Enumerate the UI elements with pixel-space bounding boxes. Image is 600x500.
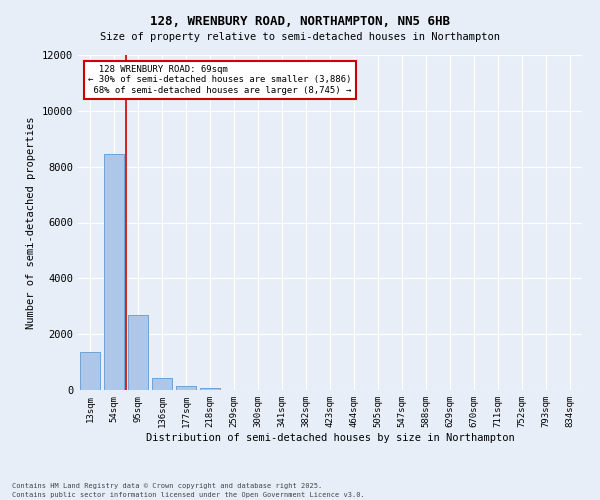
X-axis label: Distribution of semi-detached houses by size in Northampton: Distribution of semi-detached houses by … [146,432,514,442]
Bar [176,386,196,390]
Text: Size of property relative to semi-detached houses in Northampton: Size of property relative to semi-detach… [100,32,500,42]
Text: Contains public sector information licensed under the Open Government Licence v3: Contains public sector information licen… [12,492,365,498]
Text: 128, WRENBURY ROAD, NORTHAMPTON, NN5 6HB: 128, WRENBURY ROAD, NORTHAMPTON, NN5 6HB [150,15,450,28]
Text: Contains HM Land Registry data © Crown copyright and database right 2025.: Contains HM Land Registry data © Crown c… [12,483,322,489]
Bar [104,154,124,390]
Text: 128 WRENBURY ROAD: 69sqm  
← 30% of semi-detached houses are smaller (3,886)
 68: 128 WRENBURY ROAD: 69sqm ← 30% of semi-d… [88,65,352,95]
Bar [200,388,220,390]
Bar [128,314,148,390]
Y-axis label: Number of semi-detached properties: Number of semi-detached properties [26,116,37,329]
Bar [152,378,172,390]
Bar [80,352,100,390]
